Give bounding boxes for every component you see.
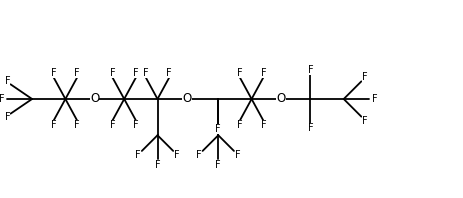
Text: F: F xyxy=(237,120,242,130)
Text: F: F xyxy=(362,116,367,126)
Text: F: F xyxy=(5,76,10,86)
Text: F: F xyxy=(260,120,266,130)
Text: F: F xyxy=(133,120,138,130)
Text: F: F xyxy=(195,150,201,160)
Text: F: F xyxy=(74,120,80,130)
Text: F: F xyxy=(51,120,56,130)
Text: F: F xyxy=(235,150,240,160)
Text: O: O xyxy=(182,92,191,106)
Text: F: F xyxy=(143,68,148,78)
Text: F: F xyxy=(154,160,160,170)
Text: F: F xyxy=(109,68,115,78)
Text: F: F xyxy=(307,123,313,133)
Text: O: O xyxy=(90,92,99,106)
Text: F: F xyxy=(51,68,56,78)
Text: F: F xyxy=(215,124,220,134)
Text: F: F xyxy=(109,120,115,130)
Text: F: F xyxy=(0,94,5,104)
Text: F: F xyxy=(362,72,367,82)
Text: F: F xyxy=(74,68,80,78)
Text: F: F xyxy=(371,94,377,104)
Text: F: F xyxy=(5,112,10,122)
Text: F: F xyxy=(135,150,140,160)
Text: F: F xyxy=(260,68,266,78)
Text: F: F xyxy=(307,65,313,75)
Text: F: F xyxy=(237,68,242,78)
Text: O: O xyxy=(276,92,285,106)
Text: F: F xyxy=(174,150,180,160)
Text: F: F xyxy=(166,68,172,78)
Text: F: F xyxy=(133,68,138,78)
Text: F: F xyxy=(215,160,220,170)
